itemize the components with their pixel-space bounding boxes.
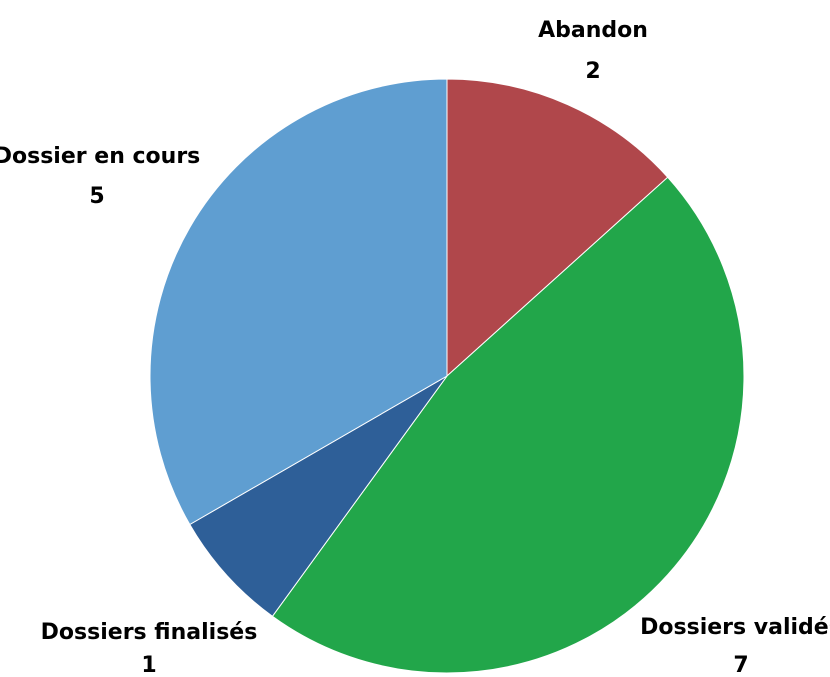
data-value-abandon: 2 [585, 59, 600, 84]
pie-slices [150, 79, 744, 673]
data-label-dossiers-valides: Dossiers validés [640, 615, 830, 640]
data-label-dossiers-finalises: Dossiers finalisés [41, 620, 258, 645]
data-label-abandon: Abandon [538, 18, 648, 43]
data-value-dossiers-finalises: 1 [141, 653, 156, 677]
data-value-dossiers-valides: 7 [733, 653, 748, 677]
data-label-dossier-en-cours: Dossier en cours [0, 144, 200, 169]
data-value-dossier-en-cours: 5 [89, 184, 104, 209]
